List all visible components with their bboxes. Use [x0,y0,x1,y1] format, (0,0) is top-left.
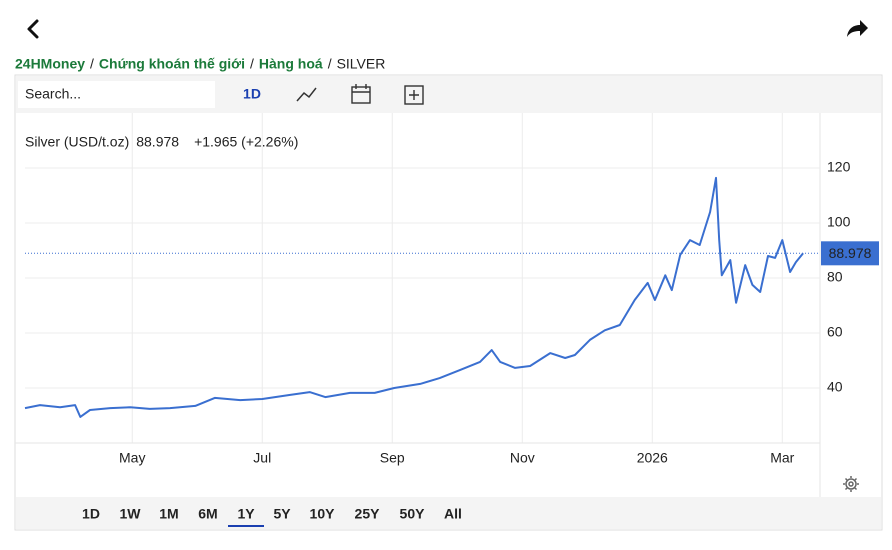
legend-price: 88.978 [136,134,179,150]
share-button[interactable] [847,20,868,37]
breadcrumb-separator: / [328,56,332,72]
last-price-label: 88.978 [829,245,872,261]
x-tick-label: Sep [380,450,405,466]
gear-ring [845,478,857,490]
chart-style-button[interactable] [296,87,317,102]
legend-name: Silver (USD/t.oz) [25,134,129,150]
range-button[interactable]: 1D [82,506,100,522]
range-button[interactable]: 25Y [355,506,381,522]
y-tick-label: 120 [827,159,851,175]
chart-widget [14,74,883,531]
settings-button[interactable] [843,476,859,492]
breadcrumb-link[interactable]: Hàng hoá [259,56,323,72]
x-tick-label: Jul [253,450,271,466]
range-button[interactable]: 6M [198,506,217,522]
plus-sign [409,90,419,100]
price-line [24,176,804,418]
y-tick-label: 100 [827,214,851,230]
y-tick-label: 80 [827,269,843,285]
range-bar [16,497,881,529]
range-button[interactable]: 1W [120,506,142,522]
x-tick-label: May [119,450,145,466]
search-placeholder: Search... [25,86,81,102]
breadcrumb-link[interactable]: Chứng khoán thế giới [99,56,245,72]
interval-button[interactable]: 1D [243,86,261,102]
search-box[interactable] [18,81,215,108]
plot: 40 60 80 100 120 May Jul Sep Nov 2026 Mar 88.978 Sil… [15,113,879,466]
calendar-button[interactable] [351,84,371,104]
last-price-box [821,241,879,266]
x-tick-label: Mar [770,450,794,466]
add-indicator-button[interactable] [404,85,424,105]
breadcrumb-separator: / [250,56,254,72]
range-buttons: 1D 1W 1M 6M 1Y 5Y 10Y 25Y 50Y All [82,506,462,527]
range-button[interactable]: 1Y [237,506,255,522]
range-button[interactable]: All [444,506,462,522]
calendar-icon [351,86,371,104]
gear-hub [848,481,854,487]
breadcrumb-link[interactable]: 24HMoney [15,56,85,72]
gear-teeth [843,476,859,492]
range-button[interactable]: 10Y [310,506,336,522]
range-button[interactable]: 1M [159,506,178,522]
x-tick-label: 2026 [637,450,668,466]
breadcrumb: 24HMoney / Chứng khoán thế giới / Hàng hoá / S… [15,56,385,72]
range-button[interactable]: 50Y [400,506,426,522]
range-button[interactable]: 5Y [273,506,291,522]
breadcrumb-separator: / [90,56,94,72]
legend-change: +1.965 (+2.26%) [194,134,298,150]
plus-box [404,85,424,105]
y-tick-label: 40 [827,379,843,395]
x-tick-label: Nov [510,450,535,466]
back-button[interactable] [27,19,39,39]
breadcrumb-current: SILVER [337,56,386,72]
y-tick-label: 60 [827,324,843,340]
